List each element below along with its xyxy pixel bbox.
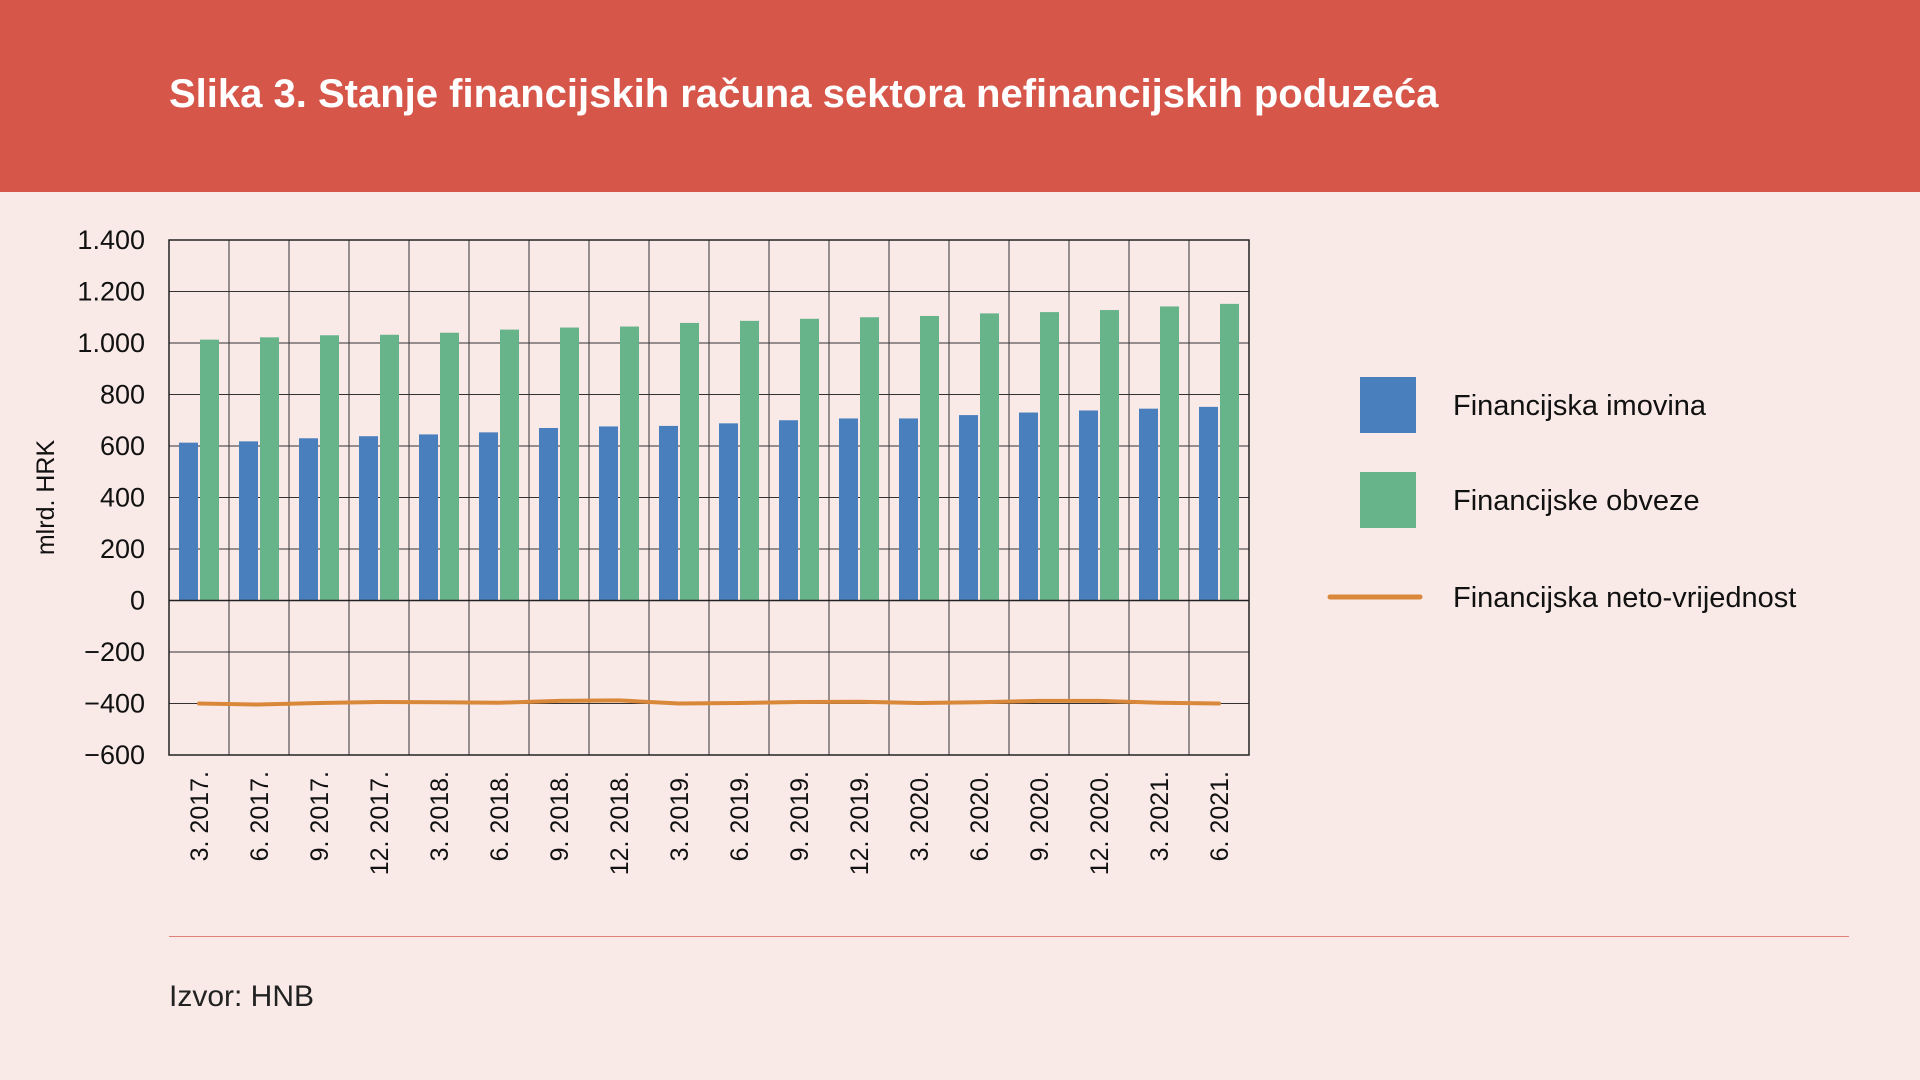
y-tick-label: 1.200 — [77, 277, 145, 307]
x-tick-label: 12. 2019. — [846, 771, 874, 875]
x-tick-label: 12. 2020. — [1086, 771, 1114, 875]
x-tick-label: 6. 2017. — [246, 771, 274, 861]
bar-financijske-obveze — [1040, 312, 1059, 601]
x-tick-label: 6. 2019. — [726, 771, 754, 861]
bar-financijske-obveze — [740, 320, 759, 601]
bar-financijska-imovina — [659, 425, 678, 601]
x-tick-label: 3. 2019. — [666, 771, 694, 861]
bar-financijska-imovina — [239, 441, 258, 601]
y-tick-label: 400 — [100, 483, 145, 513]
x-tick-label: 12. 2018. — [606, 771, 634, 875]
bar-financijske-obveze — [920, 315, 939, 601]
y-tick-label: −400 — [84, 689, 145, 719]
legend-financijske-obveze-swatch — [1360, 472, 1416, 528]
legend-financijske-obveze-label: Financijske obveze — [1453, 485, 1700, 517]
bar-financijske-obveze — [440, 332, 459, 601]
y-tick-label: 0 — [130, 586, 145, 616]
x-tick-label: 9. 2020. — [1026, 771, 1054, 861]
y-tick-label: 200 — [100, 534, 145, 564]
bar-financijske-obveze — [500, 329, 519, 601]
legend-financijska-imovina-swatch — [1360, 377, 1416, 433]
bar-financijska-imovina — [1019, 412, 1038, 601]
x-tick-label: 12. 2017. — [366, 771, 394, 875]
legend-financijska-neto-vrijednost-label: Financijska neto-vrijednost — [1453, 582, 1796, 614]
bar-financijska-imovina — [839, 418, 858, 601]
bar-financijska-imovina — [299, 438, 318, 601]
x-tick-label: 3. 2021. — [1146, 771, 1174, 861]
bar-financijska-imovina — [719, 423, 738, 601]
y-tick-label: 1.000 — [77, 328, 145, 358]
bar-financijske-obveze — [860, 317, 879, 601]
bar-financijske-obveze — [260, 337, 279, 601]
bar-financijske-obveze — [1160, 306, 1179, 601]
x-tick-label: 9. 2018. — [546, 771, 574, 861]
y-tick-label: 600 — [100, 431, 145, 461]
x-tick-label: 9. 2019. — [786, 771, 814, 861]
bar-financijska-imovina — [1139, 408, 1158, 601]
page-title: Slika 3. Stanje financijskih računa sekt… — [169, 72, 1439, 116]
bar-financijska-imovina — [899, 418, 918, 601]
bar-financijske-obveze — [980, 313, 999, 601]
y-tick-label: 800 — [100, 380, 145, 410]
bar-financijske-obveze — [1220, 303, 1239, 601]
bar-financijska-imovina — [179, 442, 198, 601]
x-tick-label: 6. 2018. — [486, 771, 514, 861]
source-note: Izvor: HNB — [169, 980, 315, 1013]
bar-financijska-imovina — [1079, 410, 1098, 601]
bar-financijske-obveze — [620, 326, 639, 601]
x-tick-label: 6. 2021. — [1206, 771, 1234, 861]
bar-financijske-obveze — [380, 334, 399, 601]
x-tick-label: 9. 2017. — [306, 771, 334, 861]
bar-financijska-imovina — [539, 427, 558, 601]
bar-financijska-imovina — [479, 432, 498, 601]
bar-financijska-imovina — [779, 420, 798, 601]
y-axis-label: mlrd. HRK — [32, 440, 60, 556]
bar-financijska-imovina — [419, 434, 438, 601]
bar-financijska-imovina — [959, 415, 978, 601]
x-tick-label: 6. 2020. — [966, 771, 994, 861]
bar-financijska-imovina — [359, 436, 378, 601]
x-tick-label: 3. 2017. — [186, 771, 214, 861]
legend-financijska-imovina-label: Financijska imovina — [1453, 390, 1707, 422]
x-tick-label: 3. 2020. — [906, 771, 934, 861]
bar-financijske-obveze — [200, 339, 219, 601]
y-tick-label: 1.400 — [77, 225, 145, 255]
line-financijska-neto-vrijednost — [197, 698, 1221, 707]
y-tick-label: −200 — [84, 637, 145, 667]
bar-financijske-obveze — [1100, 310, 1119, 601]
bar-financijska-imovina — [1199, 406, 1218, 601]
x-tick-label: 3. 2018. — [426, 771, 454, 861]
y-tick-label: −600 — [84, 740, 145, 770]
bar-financijske-obveze — [320, 335, 339, 601]
bar-financijske-obveze — [560, 327, 579, 601]
bar-financijske-obveze — [680, 322, 699, 601]
bar-financijska-imovina — [599, 426, 618, 601]
header-banner: Slika 3. Stanje financijskih računa sekt… — [0, 0, 1920, 192]
bar-financijske-obveze — [800, 318, 819, 601]
plot-border — [168, 239, 1250, 756]
divider — [169, 936, 1849, 937]
